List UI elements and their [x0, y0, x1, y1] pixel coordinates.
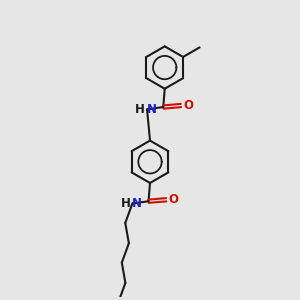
Text: N: N	[132, 197, 142, 210]
Text: O: O	[169, 193, 179, 206]
Text: O: O	[184, 99, 194, 112]
Text: H: H	[120, 197, 130, 210]
Text: H: H	[135, 103, 145, 116]
Text: N: N	[147, 103, 157, 116]
